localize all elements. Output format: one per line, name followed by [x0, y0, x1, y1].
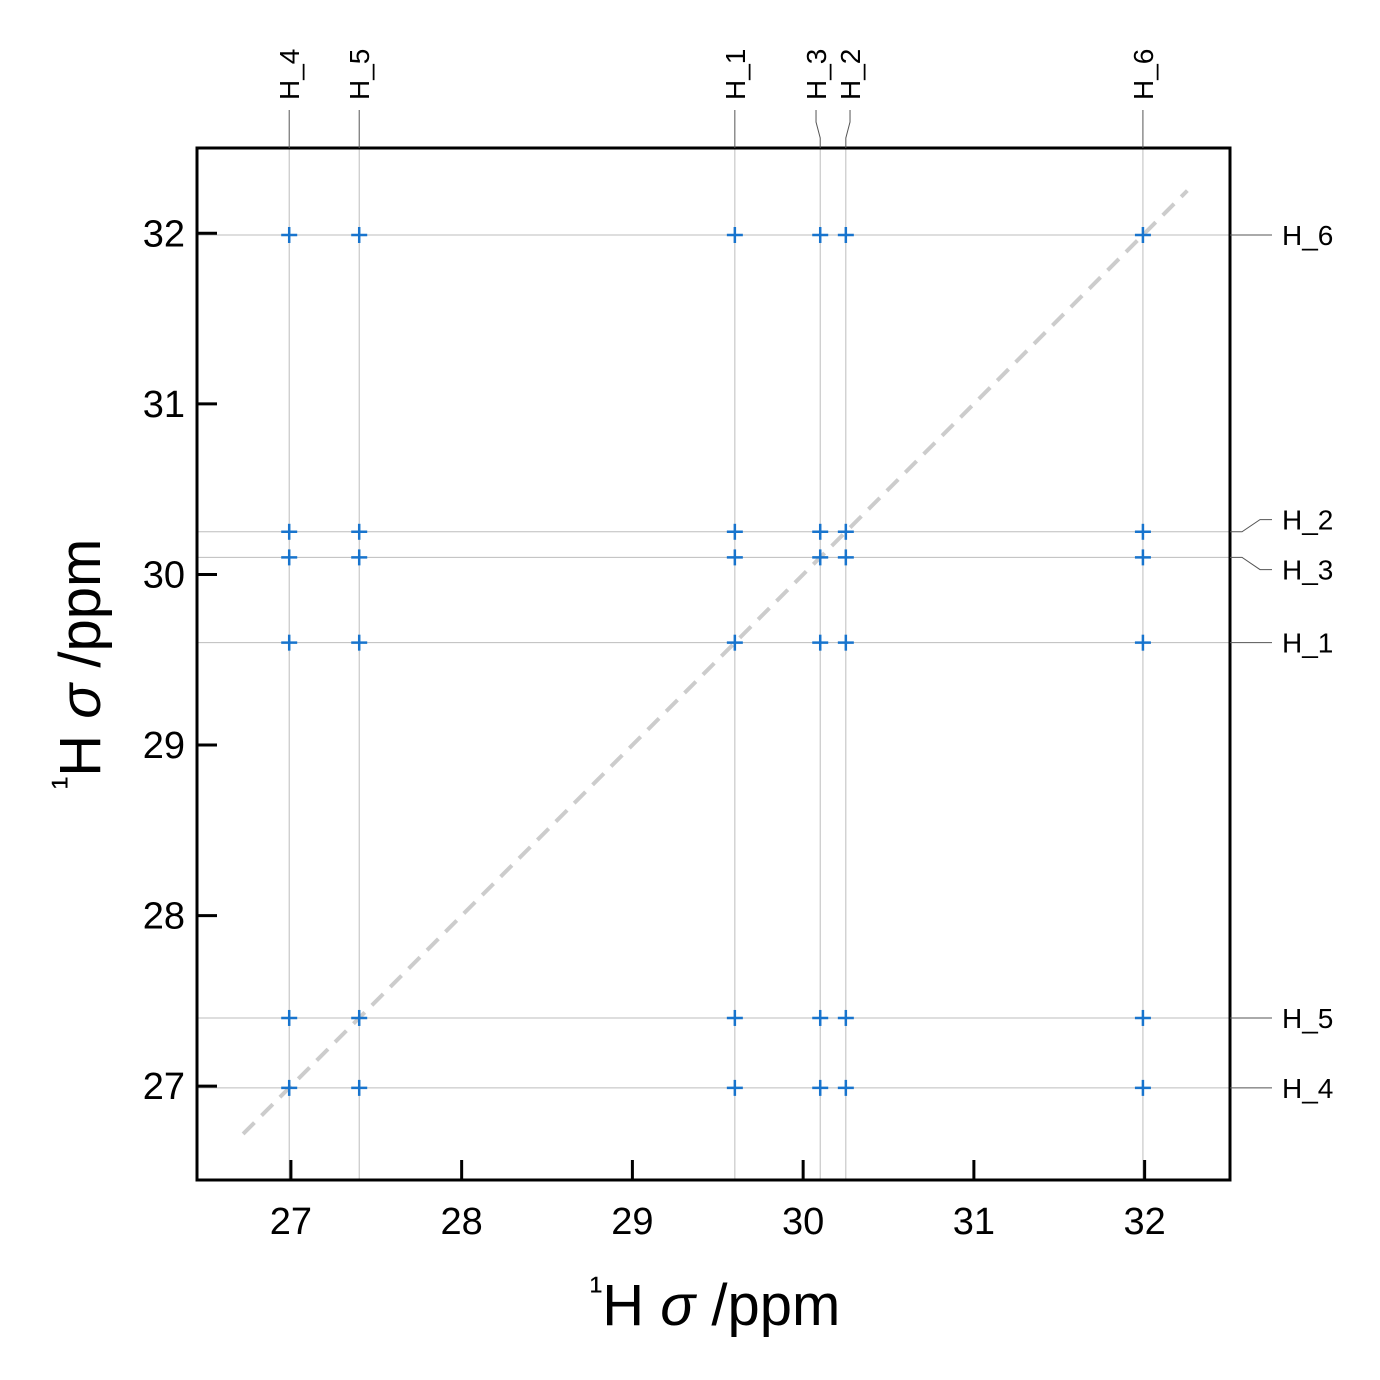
axis-title-part: σ	[48, 682, 113, 719]
marker-H_4-H_6	[281, 226, 298, 243]
marker-H_6-H_5	[1134, 1009, 1151, 1026]
marker-H_2-H_5	[837, 1009, 854, 1026]
marker-H_4-H_3	[281, 549, 298, 566]
axis-title-part: /ppm	[48, 539, 113, 684]
axis-title-part: ¹	[590, 1270, 603, 1312]
y-tick-label-31: 31	[143, 384, 185, 426]
right-peak-label-H_2: H_2	[1230, 505, 1333, 536]
y-tick-label-30: 30	[143, 554, 185, 596]
marker-H_4-H_4	[281, 1079, 298, 1096]
marker-H_6-H_4	[1134, 1079, 1151, 1096]
marker-H_3-H_3	[812, 549, 829, 566]
marker-H_5-H_1	[351, 634, 368, 651]
marker-H_5-H_5	[351, 1009, 368, 1026]
y-tick-label-29: 29	[143, 725, 185, 767]
leader-line	[815, 110, 821, 148]
marker-H_3-H_1	[812, 634, 829, 651]
top-peak-label-H_6: H_6	[1128, 49, 1159, 148]
peak-label-text: H_3	[1282, 555, 1333, 586]
marker-H_2-H_3	[837, 549, 854, 566]
marker-H_4-H_2	[281, 523, 298, 540]
correlation-markers	[281, 226, 1151, 1096]
y-tick-label-27: 27	[143, 1066, 185, 1108]
marker-H_4-H_1	[281, 634, 298, 651]
leader-line	[1230, 556, 1272, 571]
x-tick-label-28: 28	[441, 1201, 483, 1243]
top-peak-label-H_1: H_1	[720, 49, 751, 148]
x-tick-label-29: 29	[611, 1201, 653, 1243]
marker-H_6-H_6	[1134, 226, 1151, 243]
peak-label-text: H_2	[1282, 505, 1333, 536]
peak-label-text: H_5	[1282, 1003, 1333, 1034]
x-tick-label-32: 32	[1123, 1201, 1165, 1243]
top-peak-label-H_3: H_3	[801, 49, 832, 148]
top-peak-label-H_4: H_4	[274, 49, 305, 148]
peak-label-text: H_6	[1282, 220, 1333, 251]
marker-H_5-H_2	[351, 523, 368, 540]
marker-H_1-H_2	[726, 523, 743, 540]
marker-H_1-H_1	[726, 634, 743, 651]
top-peak-label-H_5: H_5	[344, 49, 375, 148]
axis-title-part: /ppm	[695, 1273, 840, 1338]
leader-line	[1230, 519, 1272, 533]
axis-title-part: σ	[660, 1273, 697, 1338]
right-peak-label-H_4: H_4	[1230, 1073, 1333, 1104]
marker-H_4-H_5	[281, 1009, 298, 1026]
marker-H_1-H_4	[726, 1079, 743, 1096]
x-tick-label-31: 31	[953, 1201, 995, 1243]
diagonal-dashed-line	[241, 189, 1189, 1136]
plot-frame	[195, 146, 1232, 1182]
marker-H_5-H_6	[351, 226, 368, 243]
x-tick-label-27: 27	[270, 1201, 312, 1243]
guide-lines	[197, 148, 1230, 1180]
axis-title-part: H	[602, 1273, 660, 1338]
marker-H_2-H_6	[837, 226, 854, 243]
peak-label-text: H_4	[274, 49, 305, 100]
marker-H_5-H_4	[351, 1079, 368, 1096]
peak-labels: H_4 H_5 H_1 H_3 H_2 H_6H_6H_2H_3H_1H_5H_4	[274, 49, 1333, 1104]
marker-H_6-H_3	[1134, 549, 1151, 566]
marker-H_3-H_2	[812, 523, 829, 540]
peak-label-text: H_3	[801, 49, 832, 100]
marker-H_6-H_2	[1134, 523, 1151, 540]
marker-H_2-H_4	[837, 1079, 854, 1096]
marker-H_1-H_6	[726, 226, 743, 243]
right-peak-label-H_1: H_1	[1230, 628, 1333, 659]
axis-ticks: 27 28 29 30 31 32 27 28 29 30 31 32	[143, 213, 1166, 1243]
marker-H_1-H_5	[726, 1009, 743, 1026]
diagonal-line	[241, 189, 1189, 1136]
peak-label-text: H_1	[1282, 628, 1333, 659]
x-axis-title: ¹H σ /ppm	[590, 1270, 841, 1338]
marker-H_2-H_2	[837, 523, 854, 540]
y-axis-title: ¹H σ /ppm	[45, 539, 113, 790]
marker-H_5-H_3	[351, 549, 368, 566]
marker-H_6-H_1	[1134, 634, 1151, 651]
top-peak-label-H_2: H_2	[835, 49, 866, 148]
marker-H_3-H_4	[812, 1079, 829, 1096]
right-peak-label-H_6: H_6	[1230, 220, 1333, 251]
marker-H_1-H_3	[726, 549, 743, 566]
y-tick-label-32: 32	[143, 213, 185, 255]
peak-label-text: H_2	[835, 49, 866, 100]
x-tick-label-30: 30	[782, 1201, 824, 1243]
right-peak-label-H_3: H_3	[1230, 555, 1333, 586]
y-tick-label-28: 28	[143, 896, 185, 938]
axis-title-part: ¹	[45, 777, 87, 790]
peak-label-text: H_6	[1128, 49, 1159, 100]
marker-H_3-H_6	[812, 226, 829, 243]
marker-H_2-H_1	[837, 634, 854, 651]
leader-line	[845, 110, 851, 148]
right-peak-label-H_5: H_5	[1230, 1003, 1333, 1034]
axis-title-part: H	[48, 719, 113, 777]
peak-label-text: H_4	[1282, 1073, 1333, 1104]
marker-H_3-H_5	[812, 1009, 829, 1026]
peak-label-text: H_5	[344, 49, 375, 100]
peak-label-text: H_1	[720, 49, 751, 100]
